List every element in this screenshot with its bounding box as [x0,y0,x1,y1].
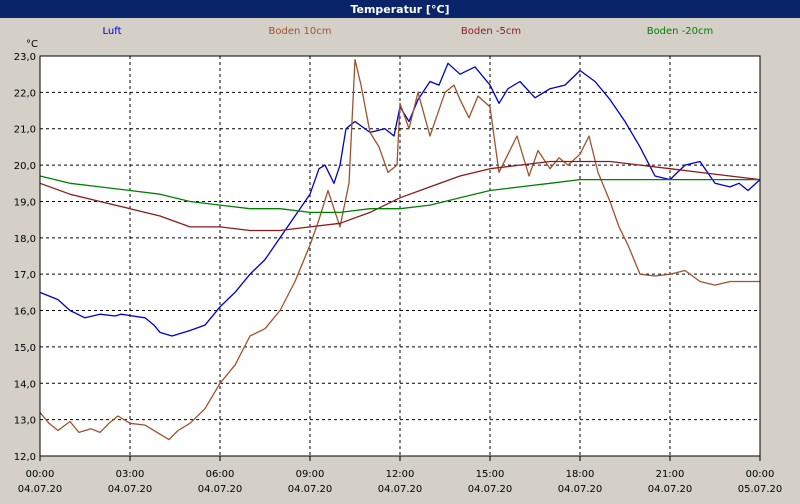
x-tick-date-label: 04.07.20 [558,484,603,495]
x-tick-date-label: 04.07.20 [378,484,423,495]
y-axis-unit-label: °C [26,39,38,50]
y-tick-label: 14,0 [14,379,36,390]
series-line-boden-10cm [39,58,760,441]
x-tick-time-label: 00:00 [746,469,775,480]
x-tick-time-label: 12:00 [386,469,415,480]
y-tick-label: 20,0 [14,161,36,172]
legend-entry: Luft [103,26,122,37]
x-tick-date-label: 05.07.20 [738,484,783,495]
y-tick-label: 18,0 [14,234,36,245]
x-tick-date-label: 04.07.20 [108,484,153,495]
x-tick-time-label: 15:00 [476,469,505,480]
y-tick-label: 15,0 [14,343,36,354]
x-tick-date-label: 04.07.20 [648,484,693,495]
x-tick-date-label: 04.07.20 [468,484,513,495]
series-line-boden-20cm [39,175,760,214]
y-tick-label: 13,0 [14,416,36,427]
x-axis-ticks: 00:00 04.07.20 03:00 04.07.20 06:00 04.07.20 0… [18,456,783,495]
x-tick-time-label: 21:00 [656,469,685,480]
y-tick-label: 23,0 [14,52,36,63]
chart-title: Temperatur [°C] [350,3,449,16]
grid-lines [40,56,760,456]
legend-entry: Boden -20cm [647,26,714,37]
legend-entry: Boden 10cm [269,26,332,37]
x-tick-time-label: 03:00 [116,469,145,480]
y-tick-label: 12,0 [14,452,36,463]
legend: Luft Boden 10cm Boden -5cm Boden -20cm [103,26,714,37]
x-tick-date-label: 04.07.20 [198,484,243,495]
x-tick-time-label: 00:00 [26,469,55,480]
legend-entry: Boden -5cm [461,26,521,37]
title-bar [0,0,800,18]
y-tick-label: 21,0 [14,125,36,136]
x-tick-time-label: 06:00 [206,469,235,480]
series-lines [39,58,761,441]
series-line-boden-5cm [39,160,761,232]
x-tick-date-label: 04.07.20 [18,484,63,495]
y-tick-label: 16,0 [14,307,36,318]
y-tick-label: 17,0 [14,270,36,281]
y-tick-label: 22,0 [14,88,36,99]
x-tick-date-label: 04.07.20 [288,484,333,495]
series-line-luft [39,62,761,337]
y-axis-ticks: 23,0 22,0 21,0 20,0 19,0 18,0 17,0 16,0 15,0 14,0… [14,52,36,463]
x-tick-time-label: 09:00 [296,469,325,480]
y-tick-label: 19,0 [14,197,36,208]
x-tick-time-label: 18:00 [566,469,595,480]
